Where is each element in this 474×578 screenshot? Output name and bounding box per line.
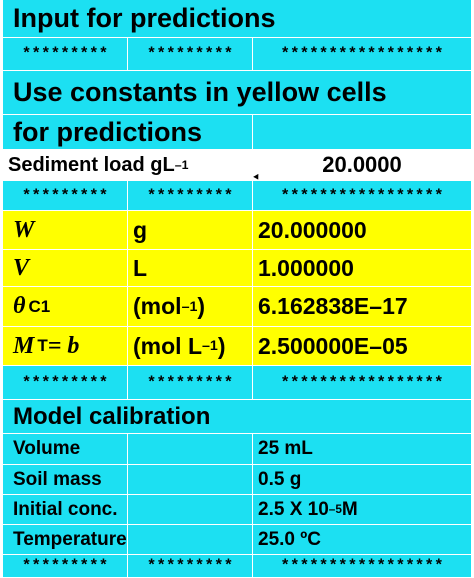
separator-cell[interactable]: ***************** — [253, 181, 472, 211]
calibration-value-suffix: M — [341, 498, 358, 520]
constant-unit-suffix: ) — [197, 293, 206, 319]
separator-cell[interactable]: ********* — [128, 38, 253, 71]
constant-value: 20.000000 — [258, 216, 367, 243]
calibration-label-cell[interactable]: Temperature — [3, 525, 253, 555]
constant-unit-suffix: ) — [217, 332, 226, 359]
separator-cell[interactable]: ********* — [3, 366, 128, 400]
constant-value-cell[interactable]: 2.500000E–05 — [253, 327, 472, 366]
constant-unit: (mol — [133, 293, 182, 319]
constant-value-cell[interactable]: 20.000000 — [253, 211, 472, 250]
constant-unit: (mol L — [133, 332, 202, 359]
separator-stars: ********* — [21, 373, 109, 392]
header-title-cell[interactable]: Input for predictions — [3, 0, 472, 38]
calibration-value: 25.0 ºC — [258, 528, 321, 550]
sediment-value-cell[interactable]: 20.0000 — [253, 150, 472, 181]
constant-symbol-suffix: = b — [47, 332, 80, 359]
constant-value-cell[interactable]: 6.162838E–17 — [253, 287, 472, 327]
page-title: Input for predictions — [13, 3, 276, 33]
instruction-text: for predictions — [13, 116, 203, 147]
separator-cell[interactable]: ********* — [128, 181, 253, 211]
separator-cell[interactable]: ***************** — [253, 366, 472, 400]
separator-cell[interactable]: ********* — [3, 181, 128, 211]
constant-value: 6.162838E–17 — [258, 293, 408, 319]
calibration-value-cell[interactable]: 2.5 X 10 –5 M — [253, 495, 472, 525]
constant-value: 1.000000 — [258, 254, 354, 281]
sediment-label: Sediment load gL — [8, 153, 175, 176]
constant-symbol-subscript: T — [37, 336, 48, 355]
separator-stars: ********* — [146, 557, 234, 575]
calibration-value: 2.5 X 10 — [258, 498, 329, 520]
separator-cell[interactable]: ********* — [3, 555, 128, 578]
constant-unit: L — [133, 254, 148, 281]
separator-stars: ********* — [21, 45, 109, 63]
separator-stars: ***************** — [280, 373, 444, 392]
calibration-label-cell[interactable]: Soil mass — [3, 465, 253, 495]
separator-stars: ***************** — [280, 557, 444, 575]
calibration-label-cell[interactable]: Volume — [3, 434, 253, 465]
constant-symbol-cell[interactable]: V — [3, 250, 128, 287]
constant-symbol: M — [13, 332, 35, 359]
calibration-label: Temperature — [13, 528, 127, 550]
instruction-text: Use constants in yellow cells — [13, 77, 387, 107]
separator-stars: ***************** — [280, 186, 444, 205]
constant-unit-cell[interactable]: (mol L –1) — [128, 327, 253, 366]
separator-stars: ********* — [146, 45, 234, 63]
empty-cell[interactable] — [253, 115, 472, 150]
constant-symbol-subscript: C1 — [28, 296, 51, 316]
separator-stars: ***************** — [280, 45, 444, 63]
calibration-value-cell[interactable]: 25 mL — [253, 434, 472, 465]
calibration-value-cell[interactable]: 0.5 g — [253, 465, 472, 495]
separator-cell[interactable]: ***************** — [253, 38, 472, 71]
separator-stars: ********* — [21, 557, 109, 575]
constant-unit-cell[interactable]: g — [128, 211, 253, 250]
instruction-cell[interactable]: Use constants in yellow cells — [3, 71, 472, 115]
constant-symbol: W — [13, 216, 35, 243]
constant-unit-cell[interactable]: L — [128, 250, 253, 287]
constant-symbol-cell[interactable]: θ C1 — [3, 287, 128, 327]
separator-stars: ********* — [21, 186, 109, 205]
sediment-value: 20.0000 — [322, 152, 402, 177]
constant-symbol: θ — [13, 293, 26, 319]
calibration-value: 0.5 g — [258, 468, 302, 490]
calibration-title: Model calibration — [13, 402, 211, 430]
separator-stars: ********* — [146, 186, 234, 205]
calibration-title-cell[interactable]: Model calibration — [3, 400, 472, 434]
constant-symbol-cell[interactable]: W — [3, 211, 128, 250]
empty-cell[interactable] — [128, 525, 253, 555]
constant-unit-cell[interactable]: (mol –1) — [128, 287, 253, 327]
sediment-label-cell[interactable]: Sediment load gL –1 — [3, 150, 253, 181]
calibration-label: Volume — [13, 438, 81, 459]
empty-cell[interactable] — [128, 465, 253, 495]
separator-cell[interactable]: ***************** — [253, 555, 472, 578]
separator-cell[interactable]: ********* — [3, 38, 128, 71]
separator-stars: ********* — [146, 373, 234, 392]
calibration-label: Soil mass — [13, 468, 102, 490]
calibration-label-cell[interactable]: Initial conc. — [3, 495, 253, 525]
constant-value-cell[interactable]: 1.000000 — [253, 250, 472, 287]
calibration-label-bg — [3, 434, 128, 465]
calibration-value: 25 mL — [258, 438, 313, 459]
constant-unit: g — [133, 216, 148, 243]
constant-symbol: V — [13, 254, 30, 281]
calibration-value-cell[interactable]: 25.0 ºC — [253, 525, 472, 555]
instruction-cell[interactable]: for predictions — [3, 115, 253, 150]
calibration-label: Initial conc. — [13, 498, 118, 520]
separator-cell[interactable]: ********* — [128, 555, 253, 578]
constant-value: 2.500000E–05 — [258, 332, 408, 359]
separator-cell[interactable]: ********* — [128, 366, 253, 400]
